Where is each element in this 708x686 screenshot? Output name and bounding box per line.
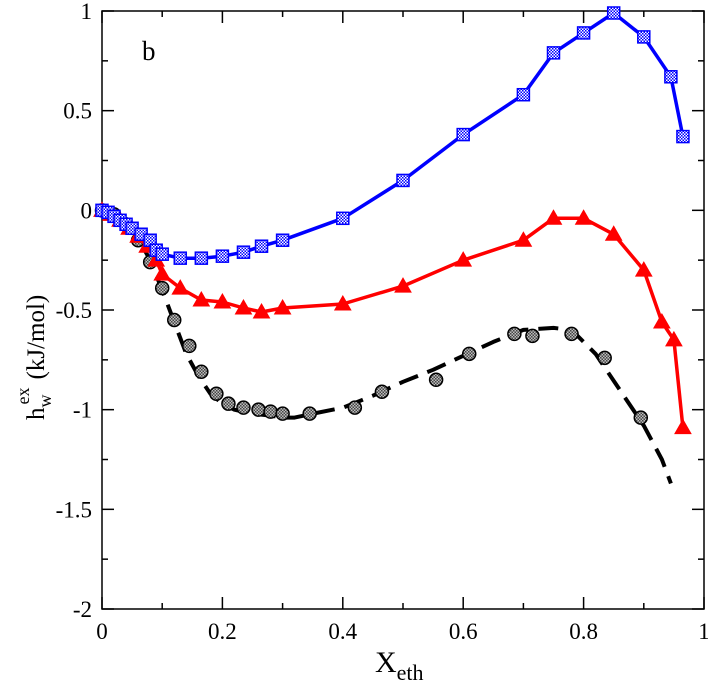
data-point-circle bbox=[633, 410, 649, 425]
x-tick-label: 0 bbox=[96, 619, 108, 644]
data-point-square bbox=[664, 70, 678, 84]
data-point-square bbox=[173, 251, 188, 265]
data-point-circle bbox=[597, 350, 612, 366]
data-point-square bbox=[396, 173, 410, 188]
data-point-square bbox=[546, 46, 561, 60]
data-point-triangle bbox=[192, 291, 211, 307]
data-point-square bbox=[456, 127, 470, 142]
y-axis-label-main: h bbox=[23, 407, 50, 420]
panel-label: b bbox=[142, 36, 156, 66]
x-tick-label: 0.8 bbox=[569, 619, 598, 644]
y-tick-label: 0.5 bbox=[63, 99, 92, 124]
data-point-triangle bbox=[213, 293, 232, 309]
data-point-square bbox=[236, 245, 251, 259]
data-point-circle bbox=[507, 326, 522, 342]
y-tick-label: -2 bbox=[73, 597, 92, 622]
y-axis-label: hwex (kJ/mol) bbox=[13, 295, 55, 420]
x-tick-label: 1 bbox=[698, 619, 708, 644]
data-point-circle bbox=[221, 396, 236, 411]
data-point-circle bbox=[564, 326, 579, 342]
data-point-triangle bbox=[333, 295, 352, 311]
data-point-triangle bbox=[652, 312, 671, 329]
data-point-circle bbox=[209, 386, 224, 401]
x-tick-labels: 0 0.2 0.4 0.6 0.8 1 bbox=[96, 619, 708, 644]
y-axis-label-unit: (kJ/mol) bbox=[23, 295, 50, 380]
data-point-triangle bbox=[674, 418, 692, 435]
data-point-square bbox=[637, 30, 651, 44]
data-point-square bbox=[676, 129, 690, 144]
data-point-circle bbox=[194, 364, 209, 380]
data-point-square bbox=[606, 6, 621, 20]
data-point-triangle bbox=[234, 298, 253, 315]
data-point-triangle bbox=[153, 265, 172, 281]
data-point-triangle bbox=[394, 277, 412, 293]
data-point-square bbox=[275, 233, 290, 247]
series-line bbox=[101, 208, 685, 428]
axis-ticks bbox=[101, 10, 705, 610]
data-point-circle bbox=[154, 280, 170, 296]
data-point-circle bbox=[302, 406, 317, 421]
y-tick-label: -0.5 bbox=[56, 298, 92, 323]
series-line bbox=[101, 11, 685, 260]
data-point-circle bbox=[428, 372, 444, 388]
y-axis-label-sub: w bbox=[35, 395, 55, 408]
data-point-circle bbox=[525, 328, 540, 344]
data-point-triangle bbox=[604, 225, 623, 241]
data-point-circle bbox=[263, 404, 278, 419]
data-point-square bbox=[336, 211, 350, 226]
series-circle-none bbox=[94, 203, 649, 425]
data-point-triangle bbox=[273, 298, 292, 315]
data-point-circle bbox=[251, 402, 266, 417]
y-axis-label-sup: ex bbox=[13, 388, 33, 405]
y-tick-label: -1 bbox=[73, 398, 92, 423]
x-tick-label: 0.2 bbox=[208, 619, 237, 644]
data-point-triangle bbox=[171, 279, 190, 295]
data-point-circle bbox=[347, 400, 363, 415]
data-point-triangle bbox=[514, 231, 533, 247]
series-layer bbox=[93, 6, 692, 485]
data-point-triangle bbox=[454, 251, 473, 267]
data-point-square bbox=[215, 249, 230, 263]
data-point-circle bbox=[236, 400, 251, 415]
data-point-square bbox=[576, 26, 591, 40]
data-point-triangle bbox=[665, 330, 683, 347]
plot-frame bbox=[101, 10, 705, 610]
series-square-solid bbox=[95, 6, 690, 265]
y-tick-label: 0 bbox=[81, 198, 93, 223]
x-tick-label: 0.6 bbox=[449, 619, 478, 644]
data-point-square bbox=[516, 87, 531, 102]
data-point-square bbox=[155, 247, 169, 261]
svg-text:hwex(kJ/mol): hwex (kJ/mol) bbox=[13, 295, 55, 420]
x-axis-label-main: X bbox=[375, 646, 397, 679]
x-axis-label: Xeth bbox=[375, 646, 424, 685]
data-point-circle bbox=[275, 406, 290, 421]
data-point-square bbox=[194, 251, 209, 265]
data-point-triangle bbox=[544, 209, 563, 225]
y-tick-label: 1 bbox=[81, 0, 93, 24]
data-point-square bbox=[254, 239, 269, 253]
data-point-circle bbox=[374, 384, 390, 399]
data-point-triangle bbox=[574, 209, 593, 225]
x-tick-label: 0.4 bbox=[328, 619, 357, 644]
y-tick-labels: -2 -1.5 -1 -0.5 0 0.5 1 bbox=[56, 0, 92, 622]
x-axis-label-sub: eth bbox=[397, 660, 424, 685]
series-triangle-solid bbox=[93, 201, 692, 435]
y-tick-label: -1.5 bbox=[56, 497, 92, 522]
data-point-triangle bbox=[634, 261, 653, 277]
data-point-circle bbox=[166, 312, 182, 328]
data-point-triangle bbox=[252, 302, 271, 319]
data-point-circle bbox=[182, 338, 197, 354]
data-point-circle bbox=[461, 346, 477, 362]
